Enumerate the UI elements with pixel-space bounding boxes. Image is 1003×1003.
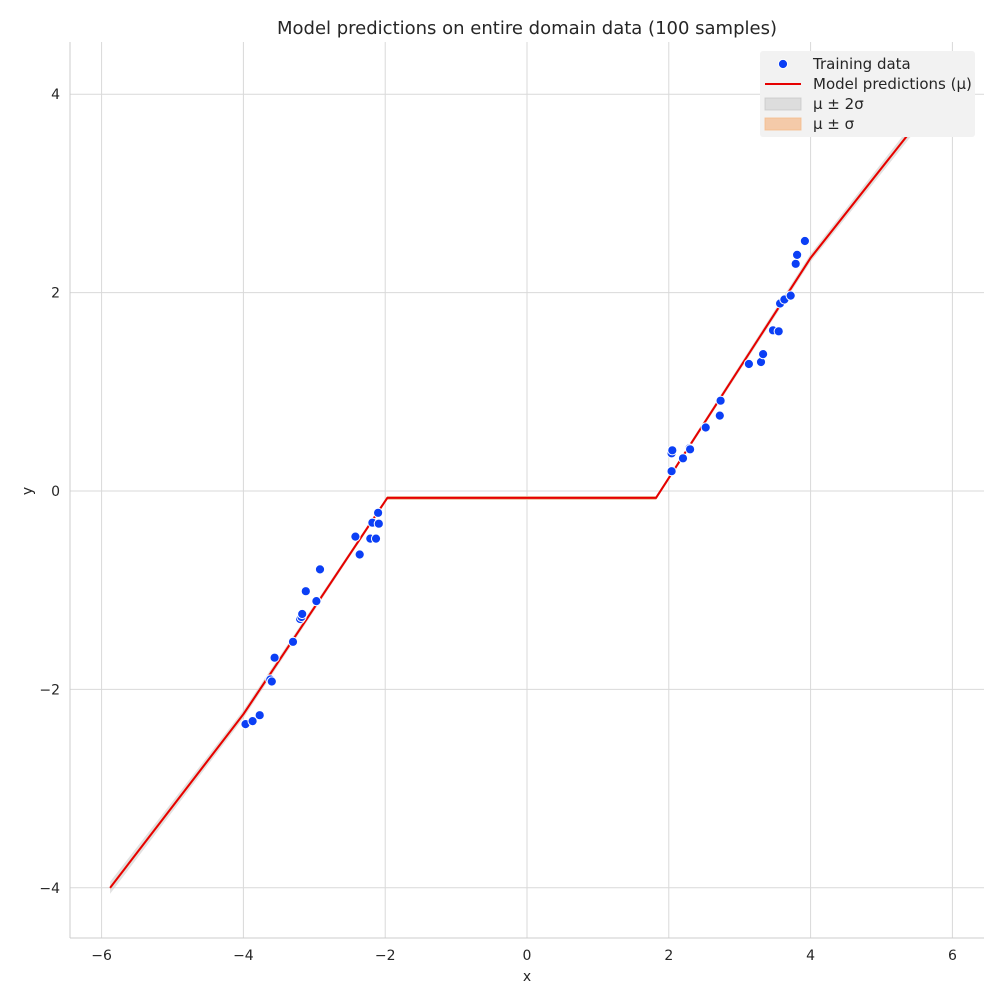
- training-point: [373, 507, 384, 518]
- training-point: [297, 608, 308, 620]
- legend-label: μ ± 2σ: [813, 95, 864, 113]
- training-point: [666, 466, 677, 477]
- training-point: [370, 533, 382, 544]
- training-point: [773, 326, 784, 337]
- training-point: [785, 290, 796, 301]
- training-point: [266, 676, 277, 687]
- training-point: [354, 549, 365, 560]
- legend-entry: μ ± 2σ: [764, 95, 864, 113]
- legend-label: Training data: [812, 55, 911, 73]
- x-tick-label: −6: [91, 948, 112, 964]
- training-point: [300, 586, 311, 597]
- legend-entry: Model predictions (μ): [765, 75, 972, 93]
- x-tick-label: −4: [233, 948, 254, 964]
- training-point: [667, 445, 678, 456]
- training-point: [254, 710, 265, 721]
- training-point: [799, 235, 811, 247]
- training-point: [790, 258, 801, 269]
- training-point: [743, 358, 755, 370]
- x-tick-label: 6: [948, 948, 957, 964]
- y-tick-label: −4: [39, 881, 60, 897]
- x-axis-label: x: [523, 969, 531, 985]
- training-point: [714, 410, 725, 421]
- x-gridlines: [101, 42, 953, 938]
- legend-box: [760, 51, 975, 137]
- x-tick-label: 2: [664, 948, 673, 964]
- x-tick-label: −2: [375, 948, 396, 964]
- training-point: [792, 249, 803, 260]
- legend-band-marker: [764, 117, 802, 131]
- legend: Training data Model predictions (μ) μ ± 2σ…: [760, 51, 975, 137]
- training-point: [373, 518, 384, 529]
- training-point: [287, 636, 299, 647]
- training-point: [700, 422, 711, 433]
- legend-label: μ ± σ: [813, 115, 855, 133]
- training-point: [269, 652, 280, 663]
- prediction-line: [109, 88, 945, 889]
- training-point: [758, 349, 769, 360]
- legend-band-marker: [764, 97, 802, 111]
- legend-entry: μ ± σ: [764, 115, 855, 133]
- training-points: [240, 235, 811, 730]
- y-tick-label: 0: [51, 484, 60, 500]
- training-point: [677, 453, 689, 464]
- legend-label: Model predictions (μ): [813, 75, 972, 93]
- training-point: [685, 444, 696, 455]
- training-point: [247, 716, 258, 727]
- y-axis-label: y: [20, 487, 36, 495]
- x-tick-labels: −6 −4 −2 0 2 4 6: [91, 948, 957, 964]
- x-tick-label: 0: [523, 948, 532, 964]
- chart-title: Model predictions on entire domain data …: [277, 18, 777, 39]
- y-tick-label: 2: [51, 286, 60, 302]
- legend-point-marker: [777, 58, 789, 70]
- y-tick-label: −2: [39, 682, 60, 698]
- legend-entry: Training data: [777, 55, 911, 73]
- y-tick-label: 4: [51, 87, 60, 103]
- prediction-line-group: [109, 88, 945, 889]
- training-point: [715, 395, 726, 406]
- training-point: [350, 531, 361, 542]
- training-point: [314, 564, 326, 575]
- y-tick-labels: −4 −2 0 2 4: [39, 87, 60, 897]
- training-point: [311, 596, 322, 607]
- x-tick-label: 4: [806, 948, 815, 964]
